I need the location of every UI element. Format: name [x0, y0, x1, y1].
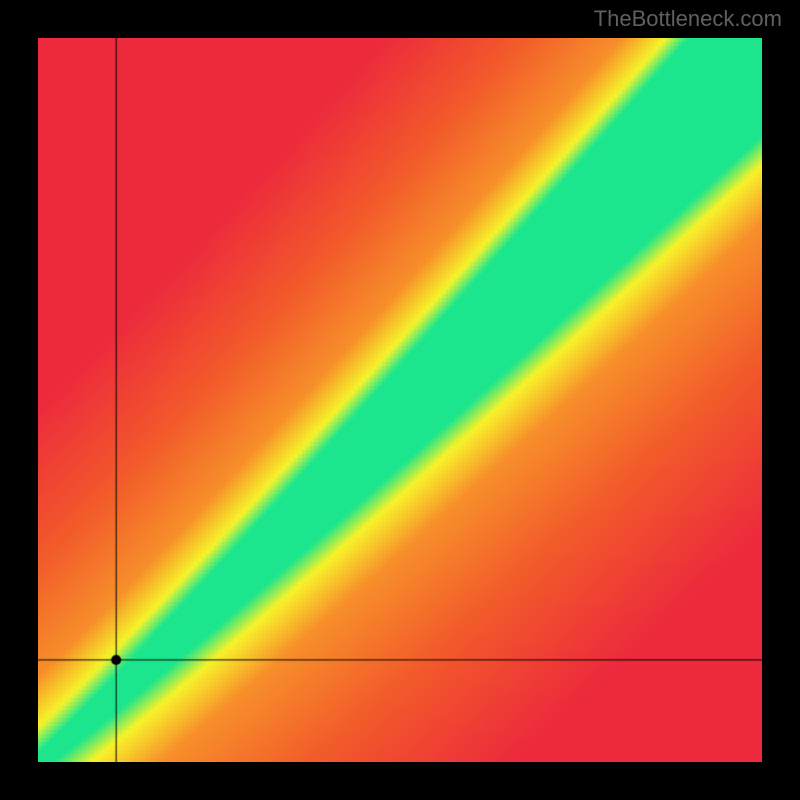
chart-container: TheBottleneck.com [0, 0, 800, 800]
bottleneck-heatmap [38, 38, 762, 762]
watermark-text: TheBottleneck.com [594, 6, 782, 32]
